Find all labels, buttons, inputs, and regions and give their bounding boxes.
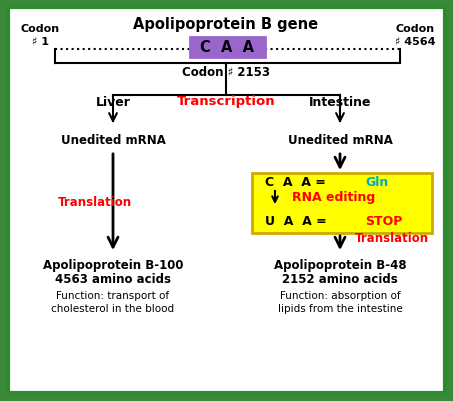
Text: Gln: Gln	[365, 176, 388, 189]
Text: 2152 amino acids: 2152 amino acids	[282, 273, 398, 286]
Text: Transcription: Transcription	[177, 95, 275, 108]
Text: Codon: Codon	[20, 24, 59, 34]
Text: Function: transport of: Function: transport of	[57, 290, 169, 300]
Text: Codon: Codon	[395, 24, 434, 34]
Text: lipids from the intestine: lipids from the intestine	[278, 303, 402, 313]
Text: cholesterol in the blood: cholesterol in the blood	[52, 303, 174, 313]
Text: Function: absorption of: Function: absorption of	[280, 290, 400, 300]
Text: C  A  A =: C A A =	[265, 176, 330, 189]
Text: STOP: STOP	[365, 215, 402, 228]
Text: Apolipoprotein B-100: Apolipoprotein B-100	[43, 258, 183, 271]
Bar	[190, 38, 265, 58]
Text: Unedited mRNA: Unedited mRNA	[61, 133, 165, 146]
Text: Unedited mRNA: Unedited mRNA	[288, 133, 392, 146]
Text: RNA editing: RNA editing	[292, 191, 375, 204]
Text: Apolipoprotein B gene: Apolipoprotein B gene	[134, 17, 318, 32]
Text: Intestine: Intestine	[309, 95, 371, 108]
Text: ♯ 4564: ♯ 4564	[395, 37, 435, 47]
Text: ♯ 1: ♯ 1	[32, 37, 48, 47]
Text: U  A  A =: U A A =	[265, 215, 331, 228]
Text: 4563 amino acids: 4563 amino acids	[55, 273, 171, 286]
Text: Liver: Liver	[96, 95, 130, 108]
Text: Translation: Translation	[58, 196, 132, 209]
Text: C  A  A: C A A	[200, 41, 254, 55]
Bar	[252, 174, 432, 233]
Text: Apolipoprotein B-48: Apolipoprotein B-48	[274, 258, 406, 271]
Text: Translation: Translation	[355, 232, 429, 245]
Text: Codon ♯ 2153: Codon ♯ 2153	[182, 66, 270, 79]
